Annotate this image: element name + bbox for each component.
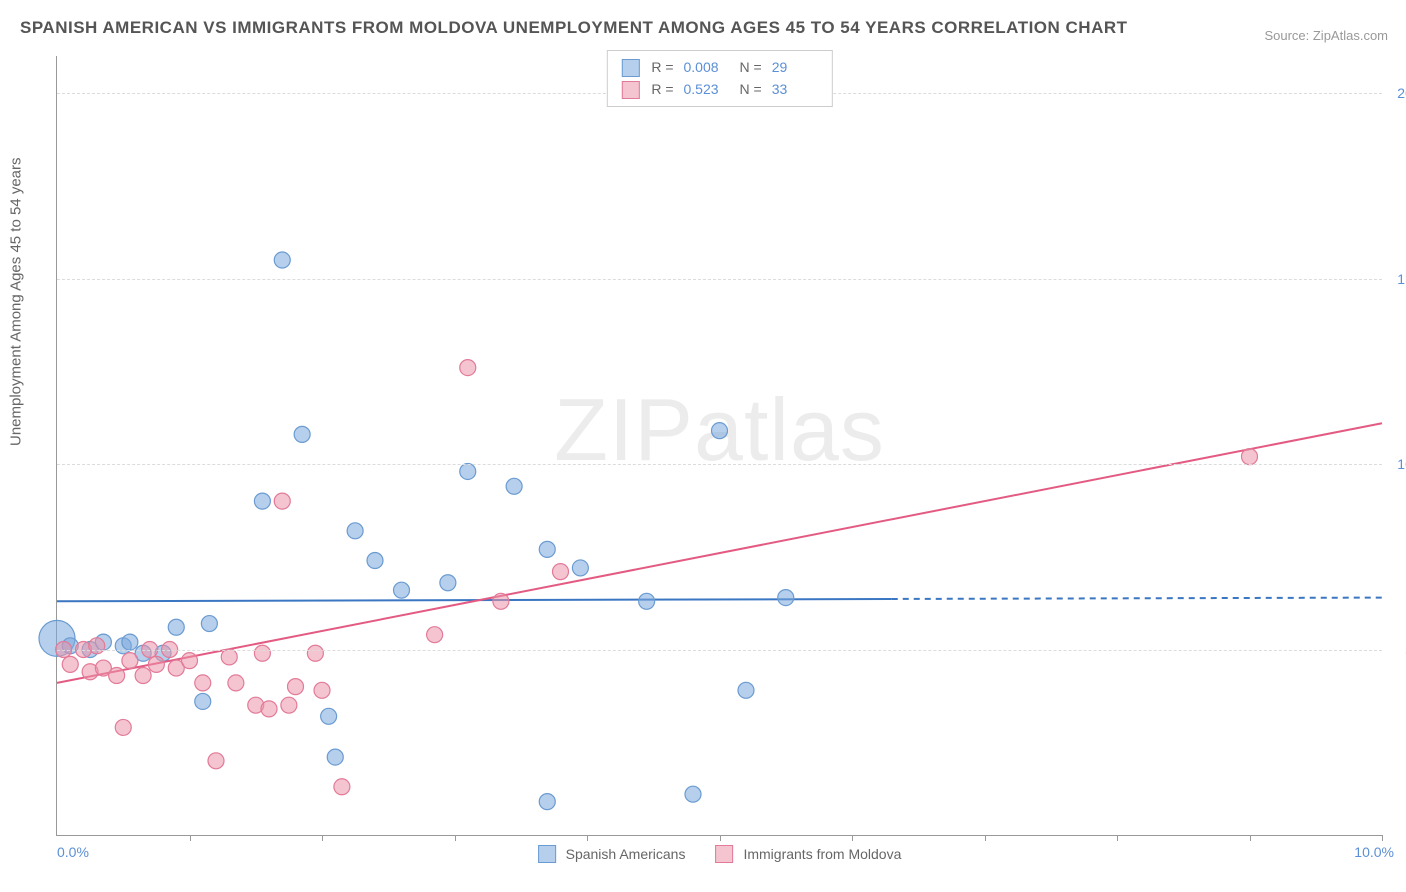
- y-axis-label: Unemployment Among Ages 45 to 54 years: [8, 157, 25, 446]
- data-point: [572, 560, 588, 576]
- data-point: [639, 593, 655, 609]
- legend-item-2: Immigrants from Moldova: [715, 845, 901, 863]
- data-point: [221, 649, 237, 665]
- legend-n-value-2: 33: [772, 79, 818, 101]
- data-point: [288, 679, 304, 695]
- trend-line-dashed: [892, 598, 1382, 599]
- legend-r-value-1: 0.008: [684, 57, 730, 79]
- data-point: [460, 463, 476, 479]
- data-point: [89, 638, 105, 654]
- x-tick: [322, 835, 323, 841]
- x-tick: [1382, 835, 1383, 841]
- data-point: [122, 634, 138, 650]
- data-point: [347, 523, 363, 539]
- grid-line: [57, 279, 1382, 280]
- data-point: [440, 575, 456, 591]
- data-point: [261, 701, 277, 717]
- data-point: [1242, 449, 1258, 465]
- swatch-series-2: [621, 81, 639, 99]
- data-point: [182, 653, 198, 669]
- data-point: [135, 667, 151, 683]
- data-point: [307, 645, 323, 661]
- chart-title: SPANISH AMERICAN VS IMMIGRANTS FROM MOLD…: [20, 18, 1128, 38]
- data-point: [294, 426, 310, 442]
- data-point: [327, 749, 343, 765]
- data-point: [254, 645, 270, 661]
- legend-label-2: Immigrants from Moldova: [743, 846, 901, 862]
- plot-area: ZIPatlas R = 0.008 N = 29 R = 0.523 N = …: [56, 56, 1382, 836]
- data-point: [334, 779, 350, 795]
- data-point: [148, 656, 164, 672]
- x-tick: [1117, 835, 1118, 841]
- legend-series: Spanish Americans Immigrants from Moldov…: [538, 845, 902, 863]
- x-tick-max: 10.0%: [1354, 844, 1394, 860]
- data-point: [281, 697, 297, 713]
- legend-n-value-1: 29: [772, 57, 818, 79]
- x-tick: [985, 835, 986, 841]
- legend-n-label: N =: [740, 57, 762, 79]
- legend-r-label: R =: [651, 79, 673, 101]
- y-tick-label: 10.0%: [1397, 456, 1406, 472]
- grid-line: [57, 464, 1382, 465]
- data-point: [168, 619, 184, 635]
- legend-r-value-2: 0.523: [684, 79, 730, 101]
- legend-r-label: R =: [651, 57, 673, 79]
- data-point: [394, 582, 410, 598]
- data-point: [427, 627, 443, 643]
- data-point: [460, 360, 476, 376]
- x-tick: [852, 835, 853, 841]
- source-label: Source: ZipAtlas.com: [1264, 28, 1388, 43]
- trend-line: [57, 423, 1382, 683]
- data-point: [738, 682, 754, 698]
- data-point: [553, 564, 569, 580]
- legend-stats-row-2: R = 0.523 N = 33: [621, 79, 817, 101]
- data-point: [115, 719, 131, 735]
- data-point: [274, 493, 290, 509]
- data-point: [274, 252, 290, 268]
- data-point: [254, 493, 270, 509]
- data-point: [367, 552, 383, 568]
- data-point: [314, 682, 330, 698]
- x-tick: [455, 835, 456, 841]
- chart-svg: [57, 56, 1382, 835]
- data-point: [208, 753, 224, 769]
- y-tick-label: 15.0%: [1397, 271, 1406, 287]
- data-point: [62, 656, 78, 672]
- data-point: [228, 675, 244, 691]
- legend-stats: R = 0.008 N = 29 R = 0.523 N = 33: [606, 50, 832, 107]
- data-point: [201, 616, 217, 632]
- data-point: [539, 541, 555, 557]
- swatch-series-2: [715, 845, 733, 863]
- data-point: [321, 708, 337, 724]
- legend-item-1: Spanish Americans: [538, 845, 686, 863]
- data-point: [539, 794, 555, 810]
- y-tick-label: 20.0%: [1397, 85, 1406, 101]
- x-tick: [587, 835, 588, 841]
- data-point: [685, 786, 701, 802]
- x-tick: [720, 835, 721, 841]
- legend-n-label: N =: [740, 79, 762, 101]
- data-point: [122, 653, 138, 669]
- legend-label-1: Spanish Americans: [566, 846, 686, 862]
- data-point: [506, 478, 522, 494]
- swatch-series-1: [621, 59, 639, 77]
- x-tick: [1250, 835, 1251, 841]
- legend-stats-row-1: R = 0.008 N = 29: [621, 57, 817, 79]
- data-point: [109, 667, 125, 683]
- x-tick-min: 0.0%: [57, 844, 89, 860]
- data-point: [712, 423, 728, 439]
- swatch-series-1: [538, 845, 556, 863]
- data-point: [195, 693, 211, 709]
- data-point: [195, 675, 211, 691]
- x-tick: [190, 835, 191, 841]
- data-point: [493, 593, 509, 609]
- data-point: [778, 590, 794, 606]
- grid-line: [57, 650, 1382, 651]
